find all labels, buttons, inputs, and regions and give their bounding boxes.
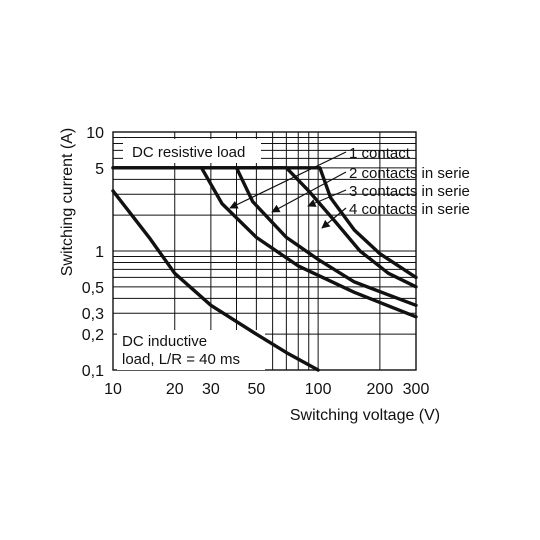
dc-inductive-label-bg <box>117 330 265 370</box>
leader-arrows <box>229 151 347 229</box>
leader-arrow-3 <box>307 189 347 207</box>
leader-arrow-2 <box>271 171 347 213</box>
annotation-dc-resistive: DC resistive load <box>132 144 245 161</box>
y-axis-title: Switching current (A) <box>59 128 76 277</box>
y-tick-label-0.3: 0,3 <box>82 306 104 323</box>
x-tick-label-300: 300 <box>403 381 430 398</box>
y-tick-label-0.1: 0,1 <box>82 363 104 380</box>
y-tick-label-5: 5 <box>95 161 104 178</box>
x-tick-label-50: 50 <box>247 381 265 398</box>
curves <box>111 166 418 372</box>
series-line-5 <box>111 189 320 372</box>
y-tick-label-1: 1 <box>95 244 104 261</box>
legend-label-2-contacts: 2 contacts in serie <box>349 165 470 182</box>
annotation-dc-inductive-line2: load, L/R = 40 ms <box>122 351 240 368</box>
x-tick-label-10: 10 <box>104 381 122 398</box>
x-axis-title: Switching voltage (V) <box>290 407 440 424</box>
label-backgrounds <box>117 139 265 370</box>
x-tick-label-30: 30 <box>202 381 220 398</box>
y-tick-label-10: 10 <box>86 125 104 142</box>
x-tick-label-100: 100 <box>305 381 332 398</box>
leader-arrow-1 <box>229 151 347 209</box>
x-tick-label-20: 20 <box>166 381 184 398</box>
annotation-dc-inductive-line1: DC inductive <box>122 333 207 350</box>
y-tick-label-0.2: 0,2 <box>82 327 104 344</box>
dc-resistive-label-bg <box>123 139 261 163</box>
legend-label-3-contacts: 3 contacts in serie <box>349 183 470 200</box>
series-line-3 <box>234 166 418 307</box>
x-tick-label-200: 200 <box>367 381 394 398</box>
series-line-4 <box>199 166 418 319</box>
leader-arrow-4 <box>321 207 347 229</box>
series-line-2 <box>111 166 418 280</box>
tick-labels: 10 20 30 50 100 200 300 10 5 1 0,5 0,3 0,2 0,1 <box>82 125 430 398</box>
legend-label-1-contact: 1 contact <box>349 145 411 162</box>
legend-label-4-contacts: 4 contacts in serie <box>349 201 470 218</box>
y-tick-label-0.5: 0,5 <box>82 280 104 297</box>
